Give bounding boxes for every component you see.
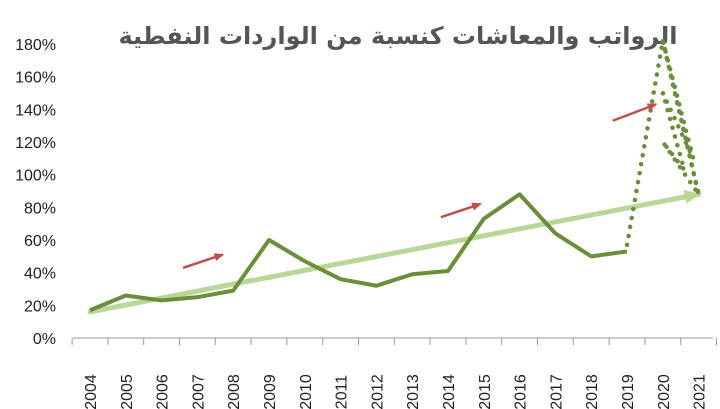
- y-tick-label: 60%: [24, 233, 56, 250]
- series-group: [89, 38, 701, 313]
- trend-arrow: [87, 190, 702, 315]
- series-line-dotted: [624, 38, 701, 248]
- y-tick-label: 80%: [24, 200, 56, 217]
- x-tick-label: 2014: [441, 374, 458, 409]
- x-tick-label: 2006: [155, 374, 172, 409]
- series-line-solid: [89, 192, 628, 313]
- x-tick-label: 2020: [656, 374, 673, 409]
- annotation-arrow: [440, 202, 483, 219]
- x-tick-label: 2012: [369, 374, 386, 409]
- trend-arrow-line: [87, 190, 702, 315]
- chart-title: الرواتب والمعاشات كنسبة من الواردات النف…: [118, 22, 677, 50]
- x-tick-label: 2016: [513, 374, 530, 409]
- x-tick-label: 2009: [262, 374, 279, 409]
- y-axis-ticks: 0% 20% 40% 60% 80% 100% 120% 140% 160% 180%: [15, 37, 56, 348]
- y-tick-label: 100%: [15, 168, 56, 185]
- y-tick-label: 140%: [15, 102, 56, 119]
- y-tick-label: 160%: [15, 70, 56, 87]
- y-tick-label: 0%: [33, 331, 56, 348]
- x-tick-label: 2007: [190, 374, 207, 409]
- x-tick-label: 2019: [620, 374, 637, 409]
- x-tick-label: 2004: [83, 374, 100, 409]
- y-tick-label: 120%: [15, 135, 56, 152]
- x-tick-label: 2008: [226, 374, 243, 409]
- x-tick-label: 2010: [298, 374, 315, 409]
- x-tick-label: 2011: [334, 375, 351, 409]
- x-tick-label: 2005: [119, 374, 136, 409]
- y-tick-label: 180%: [15, 37, 56, 54]
- x-tick-label: 2018: [584, 374, 601, 409]
- x-tick-label: 2015: [477, 374, 494, 409]
- y-tick-label: 40%: [24, 266, 56, 283]
- x-axis-ticks: 2004 2005 2006 2007 2008 2009 2010 2011 2012 2013…: [71, 338, 717, 409]
- annotation-arrow: [612, 103, 658, 122]
- x-tick-label: 2017: [548, 374, 565, 409]
- x-tick-label: 2013: [405, 374, 422, 409]
- x-tick-label: 2021: [692, 374, 709, 409]
- annotation-arrows: [182, 103, 658, 269]
- annotation-arrow: [182, 253, 225, 269]
- y-tick-label: 20%: [24, 298, 56, 315]
